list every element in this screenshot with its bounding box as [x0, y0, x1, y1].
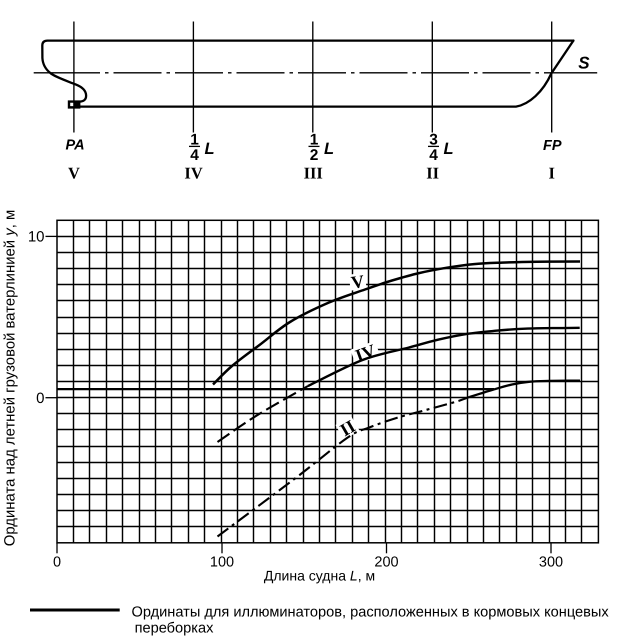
- svg-text:0: 0: [53, 555, 61, 571]
- svg-text:1: 1: [190, 132, 199, 149]
- svg-text:S: S: [578, 53, 590, 72]
- svg-text:10: 10: [28, 229, 45, 246]
- svg-text:200: 200: [374, 555, 398, 571]
- svg-text:L: L: [205, 140, 215, 158]
- svg-text:Ординаты для иллюминаторов, ра: Ординаты для иллюминаторов, расположенны…: [132, 604, 610, 620]
- svg-text:Ордината над летней грузовой в: Ордината над летней грузовой ватерлинией…: [3, 210, 19, 546]
- svg-text:Длина судна L, м: Длина судна L, м: [264, 567, 375, 583]
- svg-text:4: 4: [429, 147, 438, 164]
- svg-text:0: 0: [36, 390, 44, 407]
- svg-text:переборках: переборках: [135, 621, 215, 637]
- svg-text:100: 100: [210, 555, 234, 571]
- svg-text:1: 1: [310, 132, 319, 149]
- svg-text:V: V: [68, 164, 80, 183]
- svg-text:300: 300: [539, 555, 563, 571]
- svg-text:4: 4: [190, 147, 199, 164]
- svg-text:FP: FP: [543, 138, 562, 154]
- svg-text:L: L: [324, 140, 334, 158]
- svg-text:III: III: [304, 164, 323, 183]
- svg-text:II: II: [426, 164, 439, 183]
- svg-text:PA: PA: [66, 138, 85, 154]
- svg-text:L: L: [444, 140, 454, 158]
- svg-text:3: 3: [429, 132, 438, 149]
- svg-text:2: 2: [310, 147, 319, 164]
- svg-text:IV: IV: [184, 164, 202, 183]
- svg-text:I: I: [548, 164, 554, 183]
